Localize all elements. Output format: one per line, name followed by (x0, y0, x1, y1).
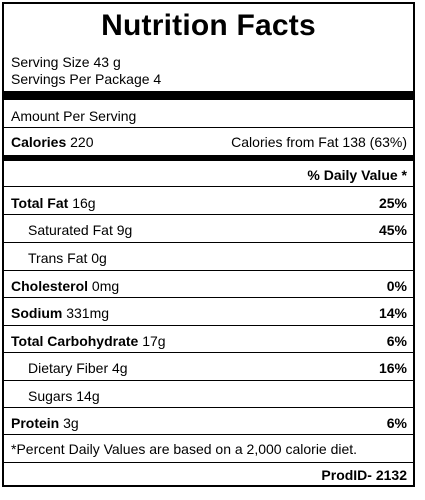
calories-label: Calories (11, 134, 67, 150)
divider (4, 270, 413, 271)
amount-per-serving: Amount Per Serving (11, 108, 137, 124)
nutrient-amount: 331mg (66, 305, 110, 321)
divider (4, 127, 413, 128)
nutrient-amount: 16g (72, 195, 96, 211)
nutrient-label: Trans Fat 0g (28, 250, 107, 266)
divider (4, 352, 413, 353)
serving-info: Serving Size 43 g Servings Per Package 4 (11, 54, 161, 88)
serving-size: Serving Size 43 g (11, 54, 121, 70)
divider (4, 242, 413, 243)
nutrient-dv: 6% (386, 415, 407, 431)
nutrient-label: Protein (11, 415, 60, 431)
divider (4, 407, 413, 408)
nutrient-dv: 16% (378, 360, 407, 376)
nutrient-amount: 17g (142, 333, 166, 349)
nutrient-label: Sugars 14g (28, 388, 100, 404)
nutrient-amount: 3g (63, 415, 79, 431)
medium-divider (4, 155, 413, 161)
nutrient-dv: 0% (386, 278, 407, 294)
nutrition-label: Nutrition Facts Serving Size 43 g Servin… (2, 2, 415, 487)
label-title: Nutrition Facts (101, 9, 316, 42)
nutrient-label: Total Carbohydrate (11, 333, 139, 349)
nutrient-label: Dietary Fiber 4g (28, 360, 128, 376)
nutrient-dv: 45% (378, 222, 407, 238)
footnote: *Percent Daily Values are based on a 2,0… (11, 441, 358, 457)
nutrient-dv: 6% (386, 333, 407, 349)
servings-per-package: Servings Per Package 4 (11, 71, 162, 87)
nutrient-dv: 25% (378, 195, 407, 211)
nutrient-label: Total Fat (11, 195, 69, 211)
product-id: ProdID- 2132 (321, 467, 407, 483)
divider (4, 462, 413, 463)
calories-value: 220 (70, 134, 94, 150)
nutrient-amount: 0mg (91, 278, 120, 294)
calories-from-fat: Calories from Fat 138 (63%) (231, 134, 407, 150)
thick-divider (4, 91, 413, 100)
nutrient-label: Cholesterol (11, 278, 89, 294)
divider (4, 214, 413, 215)
divider (4, 325, 413, 326)
divider (4, 186, 413, 187)
nutrient-dv: 14% (378, 305, 407, 321)
daily-value-header: % Daily Value * (307, 167, 407, 183)
divider (4, 434, 413, 435)
divider (4, 297, 413, 298)
divider (4, 380, 413, 381)
nutrient-label: Saturated Fat 9g (28, 222, 133, 238)
nutrient-label: Sodium (11, 305, 63, 321)
